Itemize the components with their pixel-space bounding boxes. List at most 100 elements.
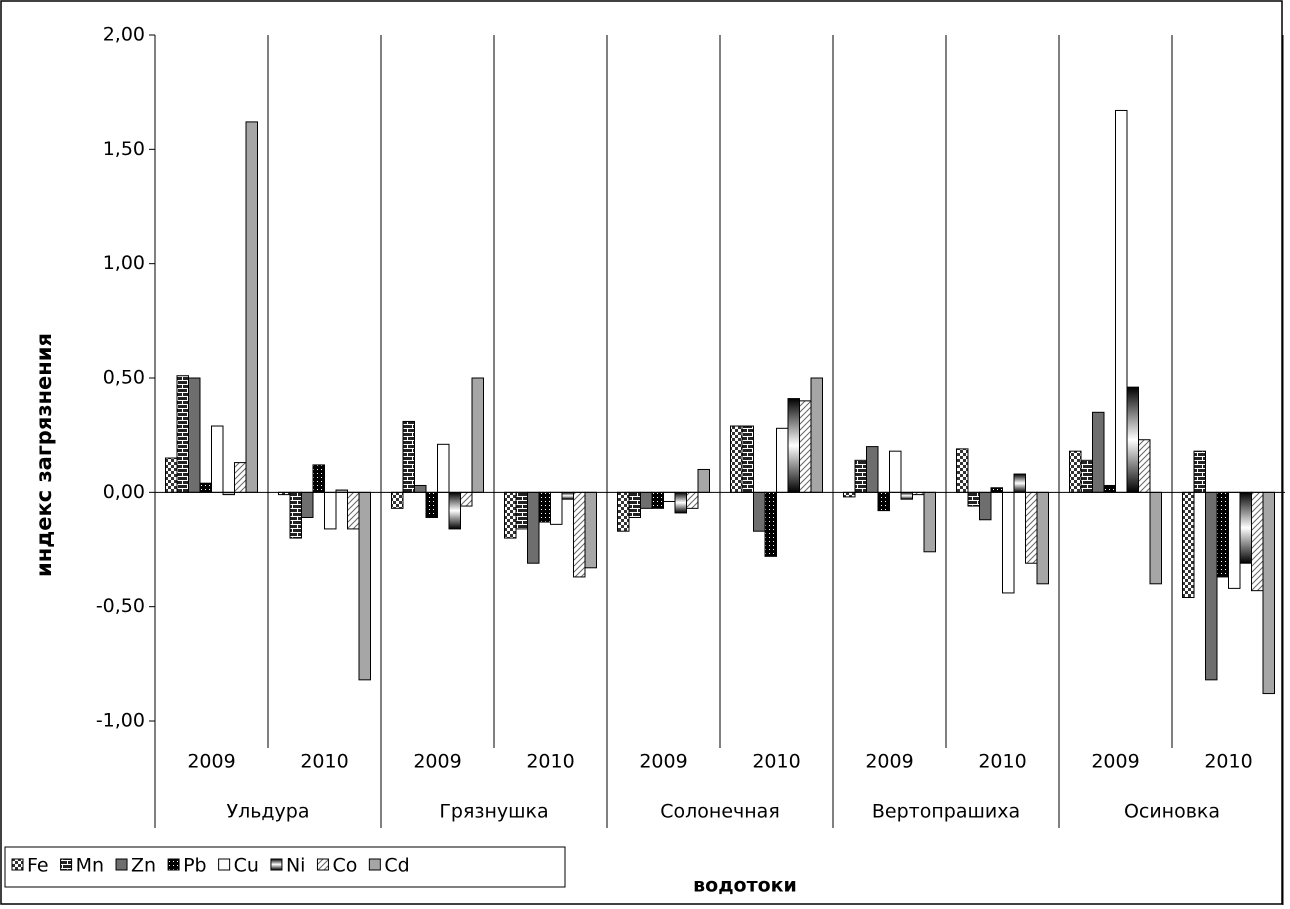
- y-tick-label: 1,00: [103, 252, 145, 274]
- x-tick-label: 2010: [526, 751, 574, 773]
- legend-swatch: [167, 858, 180, 871]
- bar: [1182, 491, 1195, 599]
- bar: [889, 450, 902, 493]
- bar: [1216, 491, 1229, 578]
- bar: [1239, 491, 1252, 564]
- bar: [402, 420, 415, 493]
- bar: [877, 491, 890, 512]
- bar: [538, 491, 551, 523]
- legend-label: Ni: [286, 855, 306, 877]
- bar: [425, 491, 438, 518]
- bar: [188, 377, 201, 493]
- bar: [527, 491, 540, 564]
- bar: [923, 491, 936, 553]
- bar: [1228, 491, 1241, 589]
- bar: [391, 491, 404, 509]
- bar: [460, 491, 473, 507]
- bar: [1149, 491, 1162, 585]
- bar: [448, 491, 461, 530]
- x-axis-title: водотоки: [693, 875, 797, 897]
- bar: [810, 377, 823, 493]
- group-label: Грязнушка: [439, 801, 548, 823]
- legend-swatch: [218, 858, 231, 871]
- bar: [787, 398, 800, 493]
- bar: [1069, 450, 1082, 493]
- x-tick-label: 2009: [413, 751, 461, 773]
- bar: [640, 491, 653, 509]
- bar: [312, 464, 325, 493]
- legend-label: Mn: [76, 855, 104, 877]
- y-tick-label: -0,50: [96, 595, 145, 617]
- bar: [843, 491, 856, 498]
- bar: [199, 482, 212, 493]
- bar: [663, 491, 676, 502]
- group-label: Вертопрашиха: [872, 801, 1020, 823]
- bar: [1205, 491, 1218, 681]
- legend-swatch: [11, 858, 24, 871]
- bar: [471, 377, 484, 493]
- legend-swatch: [368, 858, 381, 871]
- group-label: Осиновка: [1124, 801, 1220, 823]
- bar: [979, 491, 992, 521]
- y-tick-label: -1,00: [96, 710, 145, 732]
- bar: [301, 491, 314, 518]
- bar: [561, 491, 574, 500]
- y-tick-label: 1,50: [103, 138, 145, 160]
- bar: [1092, 411, 1105, 493]
- bar: [1103, 484, 1116, 493]
- bar: [697, 468, 710, 493]
- bar: [1251, 491, 1264, 592]
- bar: [628, 491, 641, 518]
- legend-swatch: [60, 858, 73, 871]
- bar: [1013, 473, 1026, 493]
- x-tick-label: 2009: [639, 751, 687, 773]
- y-tick-label: 0,00: [103, 481, 145, 503]
- x-tick-label: 2010: [752, 751, 800, 773]
- bar: [504, 491, 517, 539]
- bar: [776, 427, 789, 493]
- bar: [967, 491, 980, 507]
- bar: [1115, 109, 1128, 493]
- bar: [414, 484, 427, 493]
- bar: [617, 491, 630, 532]
- bar: [730, 425, 743, 493]
- bar: [1080, 459, 1093, 493]
- legend-swatch: [316, 858, 329, 871]
- bar: [550, 491, 563, 525]
- legend-swatch: [270, 858, 283, 871]
- bar: [234, 462, 247, 493]
- bar: [324, 491, 337, 530]
- x-tick-label: 2010: [978, 751, 1026, 773]
- bar: [674, 491, 687, 514]
- bar: [990, 487, 1003, 493]
- bar: [764, 491, 777, 557]
- legend-swatch: [115, 858, 128, 871]
- bar: [437, 443, 450, 493]
- x-tick-label: 2009: [865, 751, 913, 773]
- bar: [651, 491, 664, 509]
- bar: [686, 491, 699, 509]
- bar: [1002, 491, 1015, 594]
- bar: [245, 121, 258, 493]
- bar: [176, 375, 189, 493]
- bar: [1126, 386, 1139, 493]
- y-tick-label: 2,00: [103, 24, 145, 46]
- legend-label: Co: [332, 855, 357, 877]
- bar: [1025, 491, 1038, 564]
- x-tick-label: 2009: [1091, 751, 1139, 773]
- y-axis-title: индекс загрязнения: [32, 333, 56, 577]
- legend-label: Pb: [183, 855, 207, 877]
- bar: [900, 491, 913, 500]
- group-label: Солонечная: [660, 801, 780, 823]
- legend-label: Cd: [384, 855, 409, 877]
- bar: [854, 459, 867, 493]
- bar: [741, 425, 754, 493]
- y-tick-label: 0,50: [103, 367, 145, 389]
- bar: [1193, 450, 1206, 493]
- bar: [358, 491, 371, 681]
- legend-label: Cu: [234, 855, 259, 877]
- bar: [289, 491, 302, 539]
- bar: [211, 425, 224, 493]
- group-label: Ульдура: [226, 801, 309, 823]
